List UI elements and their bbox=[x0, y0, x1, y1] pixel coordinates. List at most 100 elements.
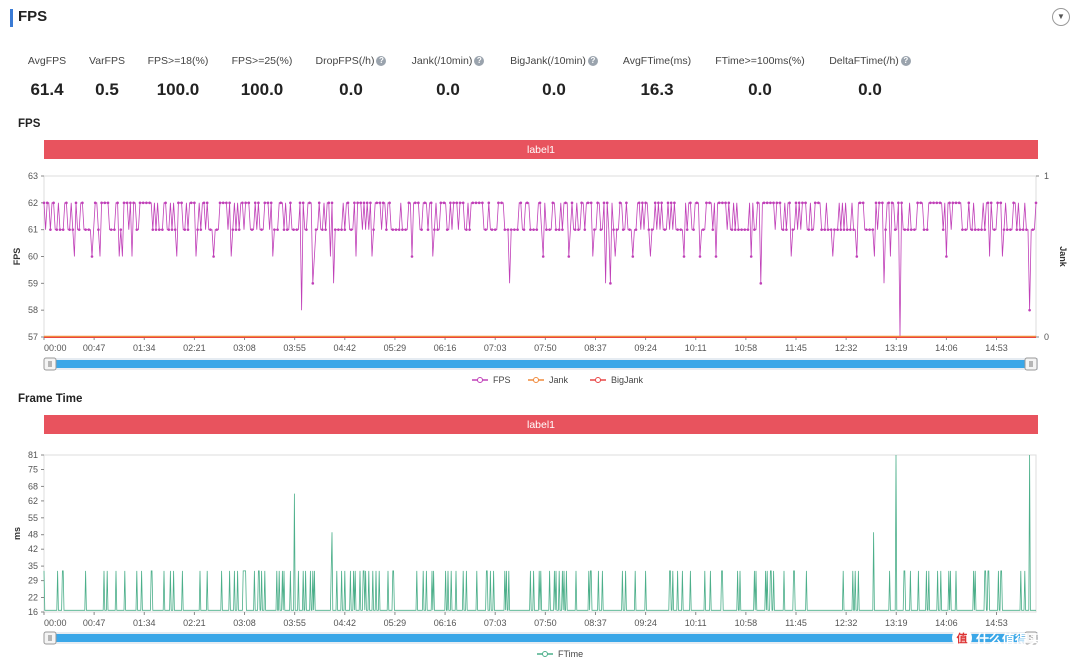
ft-ytick-label: 48 bbox=[28, 530, 38, 540]
ft-xtick-label: 04:42 bbox=[334, 618, 357, 628]
fps-zoom-handle[interactable] bbox=[1024, 357, 1038, 371]
ft-ytick-label: 22 bbox=[28, 593, 38, 603]
fps-xtick-label: 07:50 bbox=[534, 343, 557, 353]
help-icon[interactable]: ? bbox=[587, 56, 598, 66]
fps-y2tick-label: 0 bbox=[1044, 332, 1049, 342]
ft-ytick-label: 55 bbox=[28, 513, 38, 523]
ft-xtick-label: 11:45 bbox=[785, 618, 807, 628]
ft-xtick-label: 10:58 bbox=[735, 618, 758, 628]
ft-xtick-label: 10:11 bbox=[685, 618, 707, 628]
stat-0: AvgFPS 61.4 bbox=[0, 54, 107, 100]
ft-ytick-label: 16 bbox=[28, 607, 38, 617]
ft-xtick-label: 02:21 bbox=[183, 618, 206, 628]
ft-xtick-label: 12:32 bbox=[835, 618, 858, 628]
ft-ytick-label: 62 bbox=[28, 496, 38, 506]
fps-xtick-label: 03:55 bbox=[283, 343, 306, 353]
stat-value: 100.0 bbox=[240, 80, 284, 99]
stat-value: 0.0 bbox=[436, 80, 460, 99]
svg-text:FTime: FTime bbox=[558, 649, 583, 659]
stat-7: AvgFTime(ms) 16.3 bbox=[597, 54, 717, 100]
stat-label: FTime>=100ms(%) bbox=[715, 55, 805, 67]
ft-ytick-label: 81 bbox=[28, 450, 38, 460]
ft-xtick-label: 00:47 bbox=[83, 618, 106, 628]
stat-value: 0.0 bbox=[858, 80, 882, 99]
fps-xtick-label: 09:24 bbox=[634, 343, 657, 353]
frametime-label-band[interactable]: label1 bbox=[44, 415, 1038, 434]
ft-zoom-handle[interactable] bbox=[1024, 631, 1038, 645]
ft-ylabel: ms bbox=[12, 527, 22, 540]
fps-y2label: Jank bbox=[1058, 246, 1068, 268]
title-accent-bar bbox=[10, 9, 13, 27]
stat-value: 100.0 bbox=[156, 80, 200, 99]
fps-ytick-label: 61 bbox=[28, 225, 38, 235]
fps-xtick-label: 04:42 bbox=[334, 343, 357, 353]
fps-ytick-label: 60 bbox=[28, 252, 38, 262]
legend-item-ftime[interactable]: FTime bbox=[537, 649, 583, 659]
stat-value: 0.0 bbox=[339, 80, 363, 99]
help-icon[interactable]: ? bbox=[474, 56, 485, 66]
fps-plot-area bbox=[43, 175, 1037, 338]
help-icon[interactable]: ? bbox=[376, 56, 387, 66]
fps-chart-title: FPS bbox=[18, 118, 41, 130]
stat-2: FPS>=18(%) 100.0 bbox=[118, 54, 238, 100]
legend-item-jank[interactable]: Jank bbox=[528, 375, 569, 385]
ft-zoom-range[interactable] bbox=[48, 634, 1034, 642]
legend-item-fps[interactable]: FPS bbox=[472, 375, 511, 385]
ft-ytick-label: 75 bbox=[28, 464, 38, 474]
fps-xtick-label: 02:21 bbox=[183, 343, 206, 353]
fps-xtick-label: 14:53 bbox=[985, 343, 1008, 353]
stat-value: 0.5 bbox=[95, 80, 119, 99]
ft-xtick-label: 08:37 bbox=[584, 618, 607, 628]
help-icon[interactable]: ? bbox=[900, 56, 911, 66]
stat-label: FPS>=18(%) bbox=[147, 55, 209, 67]
stat-label: VarFPS bbox=[89, 55, 125, 67]
stat-label: AvgFPS bbox=[27, 55, 67, 67]
fps-xtick-label: 05:29 bbox=[384, 343, 407, 353]
fps-xtick-label: 10:11 bbox=[685, 343, 707, 353]
fps-zoom-handle[interactable] bbox=[43, 357, 57, 371]
fps-ytick-label: 57 bbox=[28, 332, 38, 342]
ft-xtick-label: 07:50 bbox=[534, 618, 557, 628]
stat-label: AvgFTime(ms) bbox=[622, 55, 692, 67]
stat-value: 0.0 bbox=[748, 80, 772, 99]
fps-series-points bbox=[42, 201, 1038, 312]
ft-xtick-label: 05:29 bbox=[384, 618, 407, 628]
stat-8: FTime>=100ms(%) 0.0 bbox=[700, 54, 820, 100]
ft-ytick-label: 42 bbox=[28, 544, 38, 554]
stat-9: DeltaFTime(/h)? 0.0 bbox=[810, 54, 930, 100]
fps-ytick-label: 62 bbox=[28, 198, 38, 208]
stat-label: DropFPS(/h) bbox=[315, 55, 375, 67]
fps-zoom-range[interactable] bbox=[48, 360, 1034, 368]
watermark: 值 什么值得买 bbox=[952, 628, 1041, 648]
stat-1: VarFPS 0.5 bbox=[47, 54, 167, 100]
ftime-series-line bbox=[43, 454, 1036, 611]
svg-text:Jank: Jank bbox=[549, 375, 569, 385]
ft-xtick-label: 03:55 bbox=[283, 618, 306, 628]
page-title: FPS bbox=[18, 8, 48, 25]
legend-item-bigjank[interactable]: BigJank bbox=[590, 375, 644, 385]
ft-xtick-label: 06:16 bbox=[434, 618, 457, 628]
fps-ylabel: FPS bbox=[12, 248, 22, 266]
ft-xtick-label: 01:34 bbox=[133, 618, 156, 628]
ft-xtick-label: 00:00 bbox=[44, 618, 67, 628]
ft-xtick-label: 09:24 bbox=[634, 618, 657, 628]
fps-xtick-label: 03:08 bbox=[233, 343, 256, 353]
ft-ytick-label: 68 bbox=[28, 481, 38, 491]
stat-value: 0.0 bbox=[542, 80, 566, 99]
frametime-chart: 16 22 29 35 42 48 55 62 68 75 81 00:00 00:47 01:34 02:… bbox=[12, 450, 1038, 659]
stat-label: BigJank(/10min) bbox=[510, 55, 586, 67]
collapse-button[interactable]: ▼ bbox=[1052, 8, 1070, 26]
fps-ytick-label: 63 bbox=[28, 171, 38, 181]
fps-ytick-label: 58 bbox=[28, 305, 38, 315]
fps-y2tick-label: 1 bbox=[1044, 171, 1049, 181]
fps-chart: 57 58 59 60 61 62 63 00:00 00:47 01:34 02:21 03:08 0… bbox=[12, 171, 1068, 385]
fps-xtick-label: 14:06 bbox=[935, 343, 958, 353]
frametime-chart-title: Frame Time bbox=[18, 393, 83, 405]
ft-zoom-handle[interactable] bbox=[43, 631, 57, 645]
fps-label-band[interactable]: label1 bbox=[44, 140, 1038, 159]
fps-ytick-label: 59 bbox=[28, 278, 38, 288]
ft-xtick-label: 14:53 bbox=[985, 618, 1008, 628]
svg-text:FPS: FPS bbox=[493, 375, 511, 385]
ft-plot-area bbox=[43, 454, 1037, 613]
svg-text:BigJank: BigJank bbox=[611, 375, 644, 385]
